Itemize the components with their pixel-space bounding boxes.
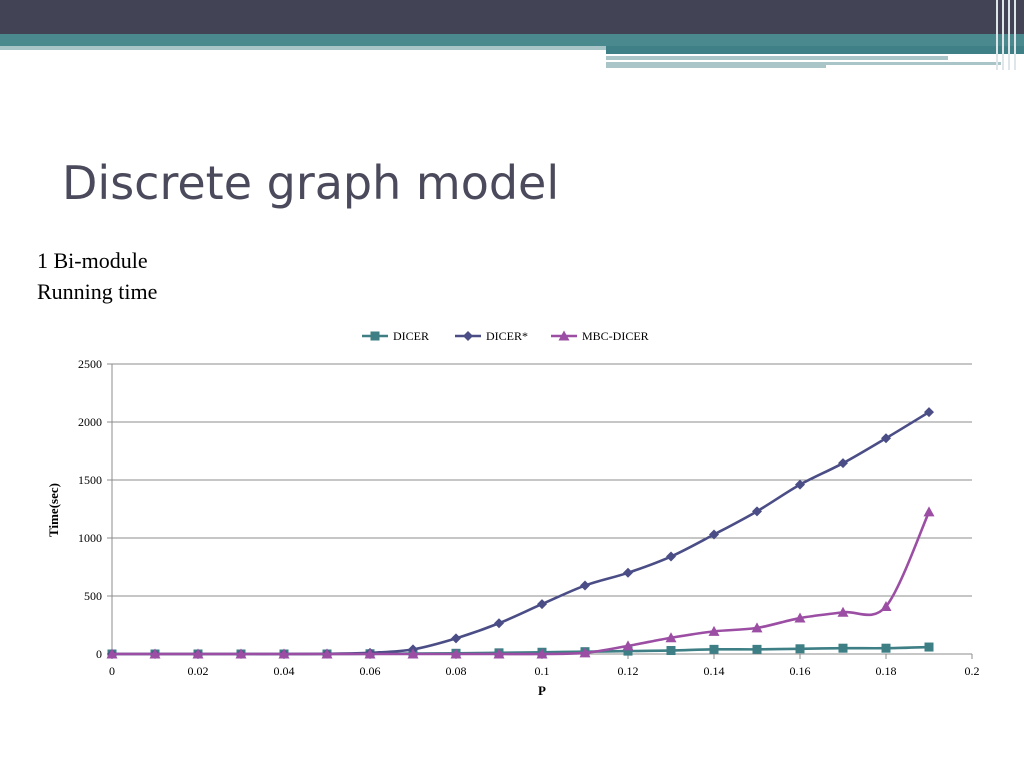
y-tick-label: 1500 — [78, 473, 102, 487]
y-tick-label: 0 — [96, 647, 102, 661]
data-point — [666, 646, 676, 656]
header-band-right-thin — [606, 56, 948, 60]
header-band-right-light — [606, 62, 826, 68]
y-tick-label: 1000 — [78, 531, 102, 545]
data-point — [880, 600, 892, 611]
data-point — [192, 648, 204, 659]
data-point — [665, 632, 677, 643]
y-axis-label: Time(sec) — [46, 483, 61, 537]
header-edge-lines — [994, 0, 1024, 70]
x-tick-labels: 0 0.02 0.04 0.06 0.08 0.1 0.12 0.14 0.16 0.18 0.2 — [109, 664, 980, 678]
x-tick-label: 0.14 — [704, 664, 725, 678]
slide-title: Discrete graph model — [62, 156, 560, 210]
x-axis-label: P — [538, 683, 546, 698]
data-point — [794, 612, 806, 623]
subtitle-line-1: 1 Bi-module — [37, 248, 148, 273]
data-point — [580, 580, 590, 591]
data-point — [451, 633, 461, 644]
data-point — [838, 458, 848, 469]
subtitle-line-2: Running time — [37, 279, 158, 304]
y-tick-labels: 0 500 1000 1500 2000 2500 — [78, 357, 102, 661]
data-point — [838, 643, 848, 653]
legend-marker — [370, 331, 380, 341]
y-tick-label: 2500 — [78, 357, 102, 371]
chart-gridlines — [112, 363, 972, 597]
x-tick-label: 0.08 — [446, 664, 467, 678]
data-point — [881, 433, 891, 444]
header-band-light — [0, 46, 606, 50]
data-point — [709, 644, 719, 654]
series-dicer — [107, 642, 934, 659]
x-tick-label: 0 — [109, 664, 115, 678]
data-point — [924, 642, 934, 652]
data-point — [278, 648, 290, 659]
x-tick-label: 0.1 — [535, 664, 550, 678]
data-point — [235, 648, 247, 659]
legend-label: MBC-DICER — [582, 329, 649, 343]
legend-marker — [558, 330, 570, 341]
data-point — [579, 647, 591, 658]
x-tick-label: 0.02 — [188, 664, 209, 678]
data-point — [407, 648, 419, 659]
legend-marker — [463, 331, 473, 341]
series-dicer- — [107, 407, 934, 659]
data-point — [795, 644, 805, 654]
data-point — [623, 646, 633, 656]
chart-series — [106, 407, 935, 659]
data-point — [751, 622, 763, 633]
x-tick-label: 0.04 — [274, 664, 295, 678]
running-time-chart: DICER DICER* MBC-DICER 0 500 1000 1500 2000 250… — [46, 329, 980, 698]
data-point — [837, 606, 849, 617]
data-point — [752, 506, 762, 517]
legend-item: DICER — [362, 329, 429, 343]
data-point — [537, 599, 547, 610]
legend-item: DICER* — [455, 329, 528, 343]
data-point — [924, 407, 934, 418]
y-tick-label: 2000 — [78, 415, 102, 429]
chart-legend: DICER DICER* MBC-DICER — [362, 329, 649, 343]
legend-label: DICER — [393, 329, 429, 343]
data-point — [623, 567, 633, 578]
series-line — [112, 511, 931, 656]
data-point — [666, 551, 676, 562]
header-band-teal — [0, 34, 1024, 46]
data-point — [622, 640, 634, 651]
data-point — [708, 625, 720, 636]
legend-label: DICER* — [486, 329, 528, 343]
data-point — [493, 648, 505, 659]
x-tick-label: 0.06 — [360, 664, 381, 678]
data-point — [321, 648, 333, 659]
x-tick-label: 0.2 — [965, 664, 980, 678]
x-tick-label: 0.16 — [790, 664, 811, 678]
series-mbc-dicer — [106, 506, 935, 659]
data-point — [752, 644, 762, 654]
data-point — [881, 643, 891, 653]
y-tick-label: 500 — [84, 589, 102, 603]
legend-item: MBC-DICER — [551, 329, 649, 343]
x-tick-label: 0.12 — [618, 664, 639, 678]
data-point — [494, 618, 504, 629]
data-point — [536, 648, 548, 659]
header-band-right — [606, 46, 1024, 54]
data-point — [106, 648, 118, 659]
header-band-dark — [0, 0, 1024, 34]
data-point — [923, 506, 935, 517]
data-point — [364, 648, 376, 659]
x-tick-label: 0.18 — [876, 664, 897, 678]
data-point — [795, 479, 805, 490]
header-band-right-line — [826, 62, 1001, 65]
data-point — [450, 648, 462, 659]
data-point — [149, 648, 161, 659]
data-point — [709, 529, 719, 540]
